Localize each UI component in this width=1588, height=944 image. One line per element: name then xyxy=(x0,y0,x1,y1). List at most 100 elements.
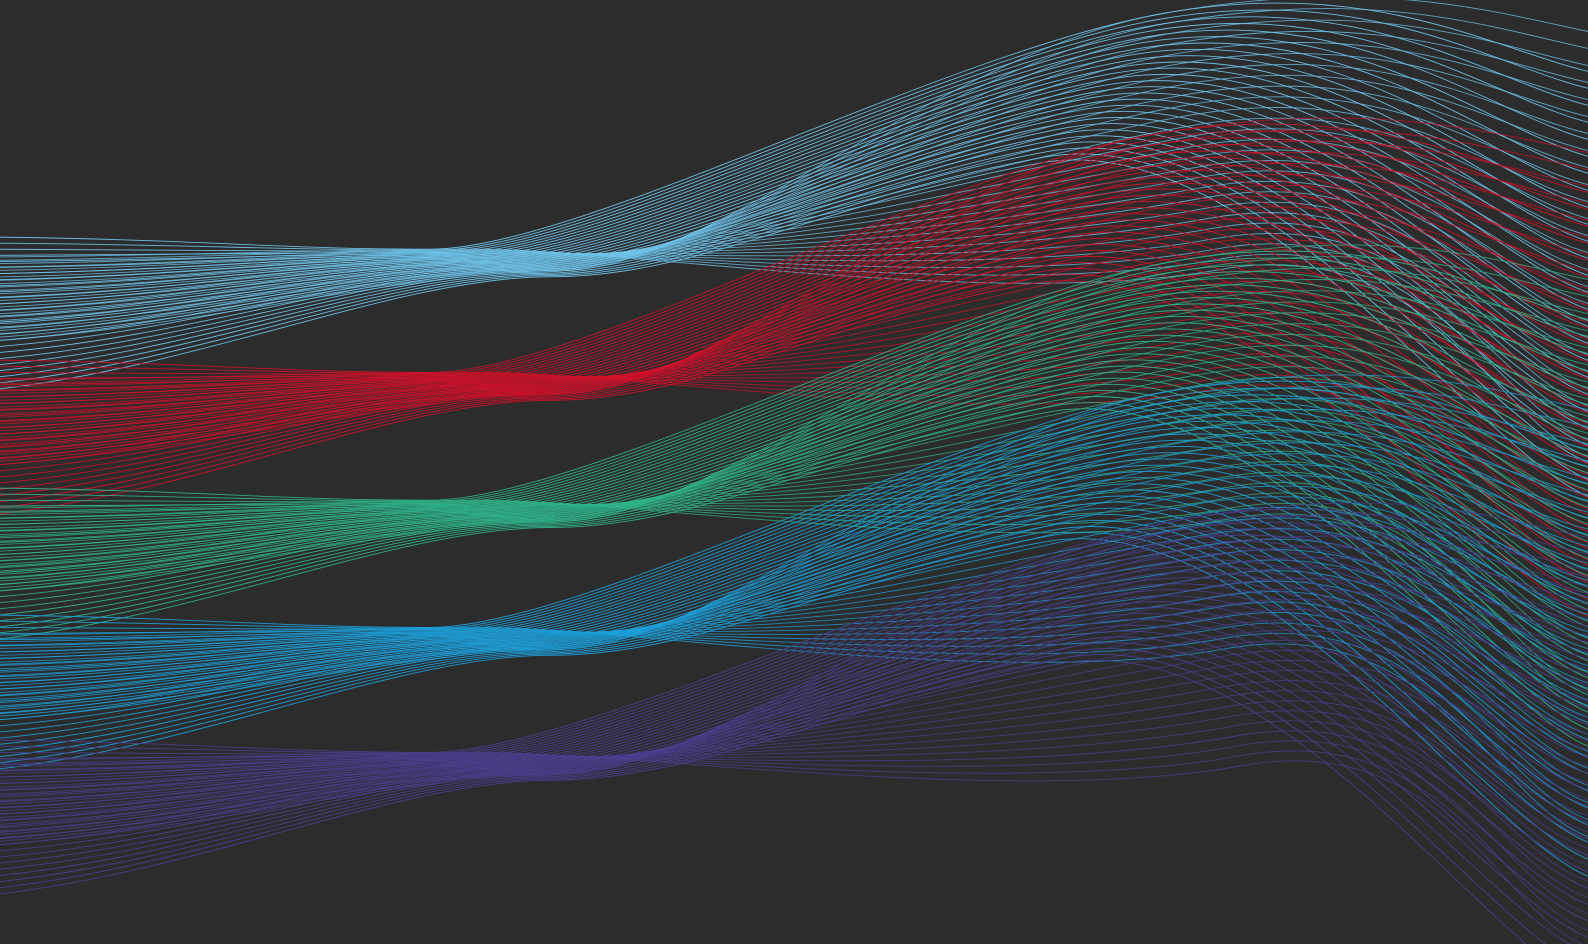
blue-band-line xyxy=(0,387,1588,629)
purple-band-line xyxy=(0,535,1588,835)
red-band-line xyxy=(0,225,1588,465)
purple-band-line xyxy=(0,528,1588,760)
purple-band-line xyxy=(0,648,1571,944)
light-blue-band-line xyxy=(0,16,1588,252)
light-blue-band-line xyxy=(0,170,1588,304)
blue-band-line xyxy=(0,464,1588,693)
light-blue-band-line xyxy=(0,180,1588,322)
blue-band-line xyxy=(0,431,1588,704)
light-blue-band-line xyxy=(0,104,1588,344)
blue-band-line xyxy=(0,453,1588,697)
light-blue-band xyxy=(0,0,1588,497)
red-band-line xyxy=(0,140,1588,459)
red-band-line xyxy=(0,130,1588,374)
blue-band-line xyxy=(0,580,1588,735)
red-band-line xyxy=(0,291,1588,425)
red-band-line xyxy=(0,322,1588,476)
red-band-line xyxy=(0,184,1588,445)
red-band-line xyxy=(0,123,1588,373)
purple-band-line xyxy=(0,660,1527,944)
green-band-line xyxy=(0,440,1588,588)
light-blue-band-line xyxy=(0,85,1588,315)
blue-band-line xyxy=(0,446,1588,678)
green-band-line xyxy=(0,309,1588,543)
red-band-line xyxy=(0,238,1588,428)
red-band-line xyxy=(0,353,1588,527)
red-band-line xyxy=(0,117,1588,465)
green-band-line xyxy=(0,297,1588,531)
blue-band-line xyxy=(0,538,1588,877)
green-band-line xyxy=(0,267,1588,585)
purple-band-line xyxy=(0,740,1588,915)
purple-band-line xyxy=(0,700,1588,849)
red-band-line xyxy=(0,243,1588,516)
green-band-line xyxy=(0,264,1588,503)
green-band-line xyxy=(0,359,1588,611)
green-band-line xyxy=(0,316,1588,549)
blue-band-line xyxy=(0,427,1588,659)
light-blue-band-line xyxy=(0,2,1588,250)
purple-band-line xyxy=(0,670,1588,800)
purple-band-line xyxy=(0,710,1588,866)
blue-band-line xyxy=(0,526,1588,843)
green-band-line xyxy=(0,323,1588,569)
red-band-line xyxy=(0,372,1588,561)
light-blue-band-line xyxy=(0,110,1588,361)
green-band-line xyxy=(0,461,1588,622)
red-band-line xyxy=(0,256,1588,549)
green-band-line xyxy=(0,257,1588,502)
purple-band-line xyxy=(0,521,1588,756)
green-band-line xyxy=(0,387,1588,549)
purple-band-line xyxy=(0,654,1547,944)
green-band-line xyxy=(0,250,1588,501)
light-blue-band-line xyxy=(0,96,1588,311)
blue-band-line xyxy=(0,483,1588,724)
blue-band-line xyxy=(0,496,1588,683)
purple-band-line xyxy=(0,595,1588,827)
green-band-line xyxy=(0,244,1588,592)
red-band-line xyxy=(0,206,1588,438)
light-blue-band-line xyxy=(0,30,1588,331)
purple-band-line xyxy=(0,513,1588,842)
purple-band-line xyxy=(0,624,1588,889)
purple-band-line xyxy=(0,636,1588,922)
blue-band-line xyxy=(0,414,1588,647)
blue-band-line xyxy=(0,514,1588,809)
purple-band-line xyxy=(0,751,1584,944)
light-blue-band-line xyxy=(0,249,1588,441)
blue-band-line xyxy=(0,420,1588,707)
red-band-line xyxy=(0,259,1588,421)
light-blue-band-line xyxy=(0,159,1588,291)
light-blue-band-line xyxy=(0,129,1588,412)
blue-band-line xyxy=(0,374,1588,720)
green-band-line xyxy=(0,340,1588,573)
purple-band-line xyxy=(0,630,1588,905)
red-band-line xyxy=(0,195,1588,442)
purple-band-line xyxy=(0,557,1588,829)
green-band-line xyxy=(0,301,1588,575)
light-blue-band-line xyxy=(0,117,1588,305)
red-band-line xyxy=(0,169,1588,404)
green-band-line xyxy=(0,376,1588,552)
purple-band-line xyxy=(0,750,1588,931)
purple-band-line xyxy=(0,619,1588,808)
green-band-line xyxy=(0,353,1588,594)
green-band-line xyxy=(0,279,1588,582)
purple-band-line xyxy=(0,607,1588,840)
light-blue-band-line xyxy=(0,141,1588,446)
green-band-line xyxy=(0,312,1588,572)
red-band-line xyxy=(0,217,1588,435)
blue-band-line xyxy=(0,397,1588,714)
blue-band-line xyxy=(0,538,1588,670)
purple-band-line xyxy=(0,690,1588,833)
red-band-line xyxy=(0,176,1588,410)
light-blue-band-line xyxy=(0,36,1588,268)
purple-band-line xyxy=(0,524,1588,839)
green-band-line xyxy=(0,334,1588,565)
purple-band-line xyxy=(0,609,1588,812)
light-blue-band-line xyxy=(0,222,1588,390)
purple-band-line xyxy=(0,730,1588,898)
light-blue-band-line xyxy=(0,201,1588,356)
red-band xyxy=(0,117,1588,617)
